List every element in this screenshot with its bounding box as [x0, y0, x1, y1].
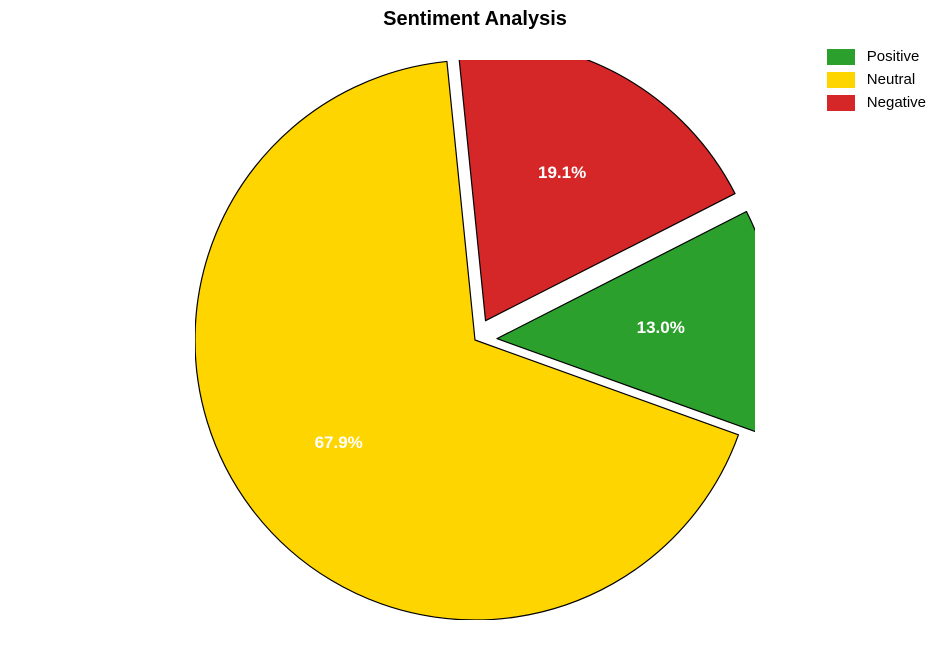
- legend-swatch: [827, 72, 855, 88]
- legend-label: Negative: [867, 94, 926, 111]
- legend-item: Positive: [827, 48, 926, 65]
- pie-chart: 19.1% 13.0% 67.9%: [195, 60, 755, 620]
- chart-container: Sentiment Analysis Positive Neutral Negati…: [0, 0, 950, 662]
- legend: Positive Neutral Negative: [827, 48, 926, 117]
- legend-item: Neutral: [827, 71, 926, 88]
- legend-label: Positive: [867, 48, 920, 65]
- chart-title: Sentiment Analysis: [0, 8, 950, 31]
- slice-label-neutral: 67.9%: [315, 433, 363, 453]
- slice-label-positive: 13.0%: [637, 318, 685, 338]
- legend-label: Neutral: [867, 71, 915, 88]
- slice-label-negative: 19.1%: [538, 163, 586, 183]
- legend-swatch: [827, 49, 855, 65]
- legend-swatch: [827, 95, 855, 111]
- legend-item: Negative: [827, 94, 926, 111]
